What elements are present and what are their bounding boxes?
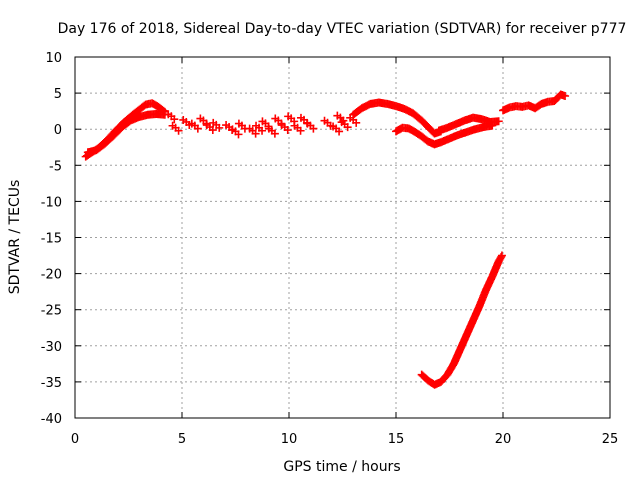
data-point-plus — [245, 124, 254, 133]
y-tick-label: 10 — [45, 51, 62, 66]
y-tick-label: -20 — [41, 268, 62, 283]
data-point-plus — [264, 124, 273, 133]
data-point-plus — [228, 125, 237, 134]
y-tick-label: -35 — [41, 376, 62, 391]
data-point-plus — [290, 121, 299, 130]
data-point-plus — [497, 251, 506, 260]
data-point-plus — [209, 118, 218, 127]
data-point-plus — [234, 130, 243, 139]
data-point-plus — [251, 129, 260, 138]
data-point-plus — [168, 121, 177, 130]
data-point-plus — [329, 122, 338, 131]
data-point-plus — [193, 124, 202, 133]
y-tick-label: -40 — [41, 412, 62, 427]
data-point-plus — [296, 126, 305, 135]
data-point-plus — [164, 110, 173, 119]
data-point-plus — [335, 127, 344, 136]
data-point-plus — [337, 118, 346, 127]
data-point-plus — [309, 124, 318, 133]
data-point-plus — [283, 126, 292, 135]
data-point-plus — [333, 111, 342, 120]
x-tick-label: 0 — [71, 432, 79, 447]
data-points — [81, 90, 570, 389]
x-tick-label: 15 — [388, 432, 405, 447]
data-point-plus — [284, 112, 293, 121]
data-point-plus — [234, 119, 243, 128]
data-point-plus — [174, 126, 183, 135]
grid — [75, 57, 610, 418]
y-axis-label: SDTVAR / TECUs — [7, 180, 23, 295]
data-point-plus — [561, 91, 570, 100]
data-point-plus — [303, 119, 312, 128]
y-tick-label: -30 — [41, 340, 62, 355]
y-tick-label: 0 — [54, 123, 62, 138]
data-point-plus — [252, 121, 261, 130]
axis-ticks: 0 5 10 15 20 25 10 5 0 -5 -10 -15 -20 -25 -30 -35 -40 — [41, 51, 619, 447]
data-point-plus — [196, 114, 205, 123]
y-tick-label: -25 — [41, 304, 62, 319]
data-point-plus — [296, 113, 305, 122]
data-point-plus — [320, 116, 329, 125]
data-point-plus — [179, 115, 188, 124]
data-point-plus — [352, 118, 361, 127]
x-tick-label: 10 — [281, 432, 298, 447]
data-point-plus — [271, 114, 280, 123]
x-tick-label: 5 — [178, 432, 186, 447]
data-point-plus — [187, 119, 196, 128]
data-point-plus — [202, 121, 211, 130]
data-point-plus — [170, 115, 179, 124]
data-point-plus — [270, 129, 279, 138]
data-point-plus — [277, 121, 286, 130]
data-point-plus — [258, 126, 267, 135]
data-point-plus — [339, 116, 348, 125]
data-point-plus — [208, 126, 217, 135]
data-point-plus — [222, 121, 231, 130]
data-point-plus — [215, 123, 224, 132]
y-tick-label: 5 — [54, 87, 62, 102]
data-point-plus — [497, 252, 506, 261]
data-point-plus — [343, 123, 352, 132]
y-tick-label: -15 — [41, 232, 62, 247]
y-tick-label: -5 — [49, 159, 62, 174]
chart-title: Day 176 of 2018, Sidereal Day-to-day VTE… — [58, 21, 627, 37]
data-point-plus — [258, 117, 267, 126]
x-tick-label: 25 — [602, 432, 619, 447]
x-tick-label: 20 — [495, 432, 512, 447]
data-point-plus — [494, 117, 503, 126]
y-tick-label: -10 — [41, 195, 62, 210]
x-axis-label: GPS time / hours — [283, 459, 400, 475]
